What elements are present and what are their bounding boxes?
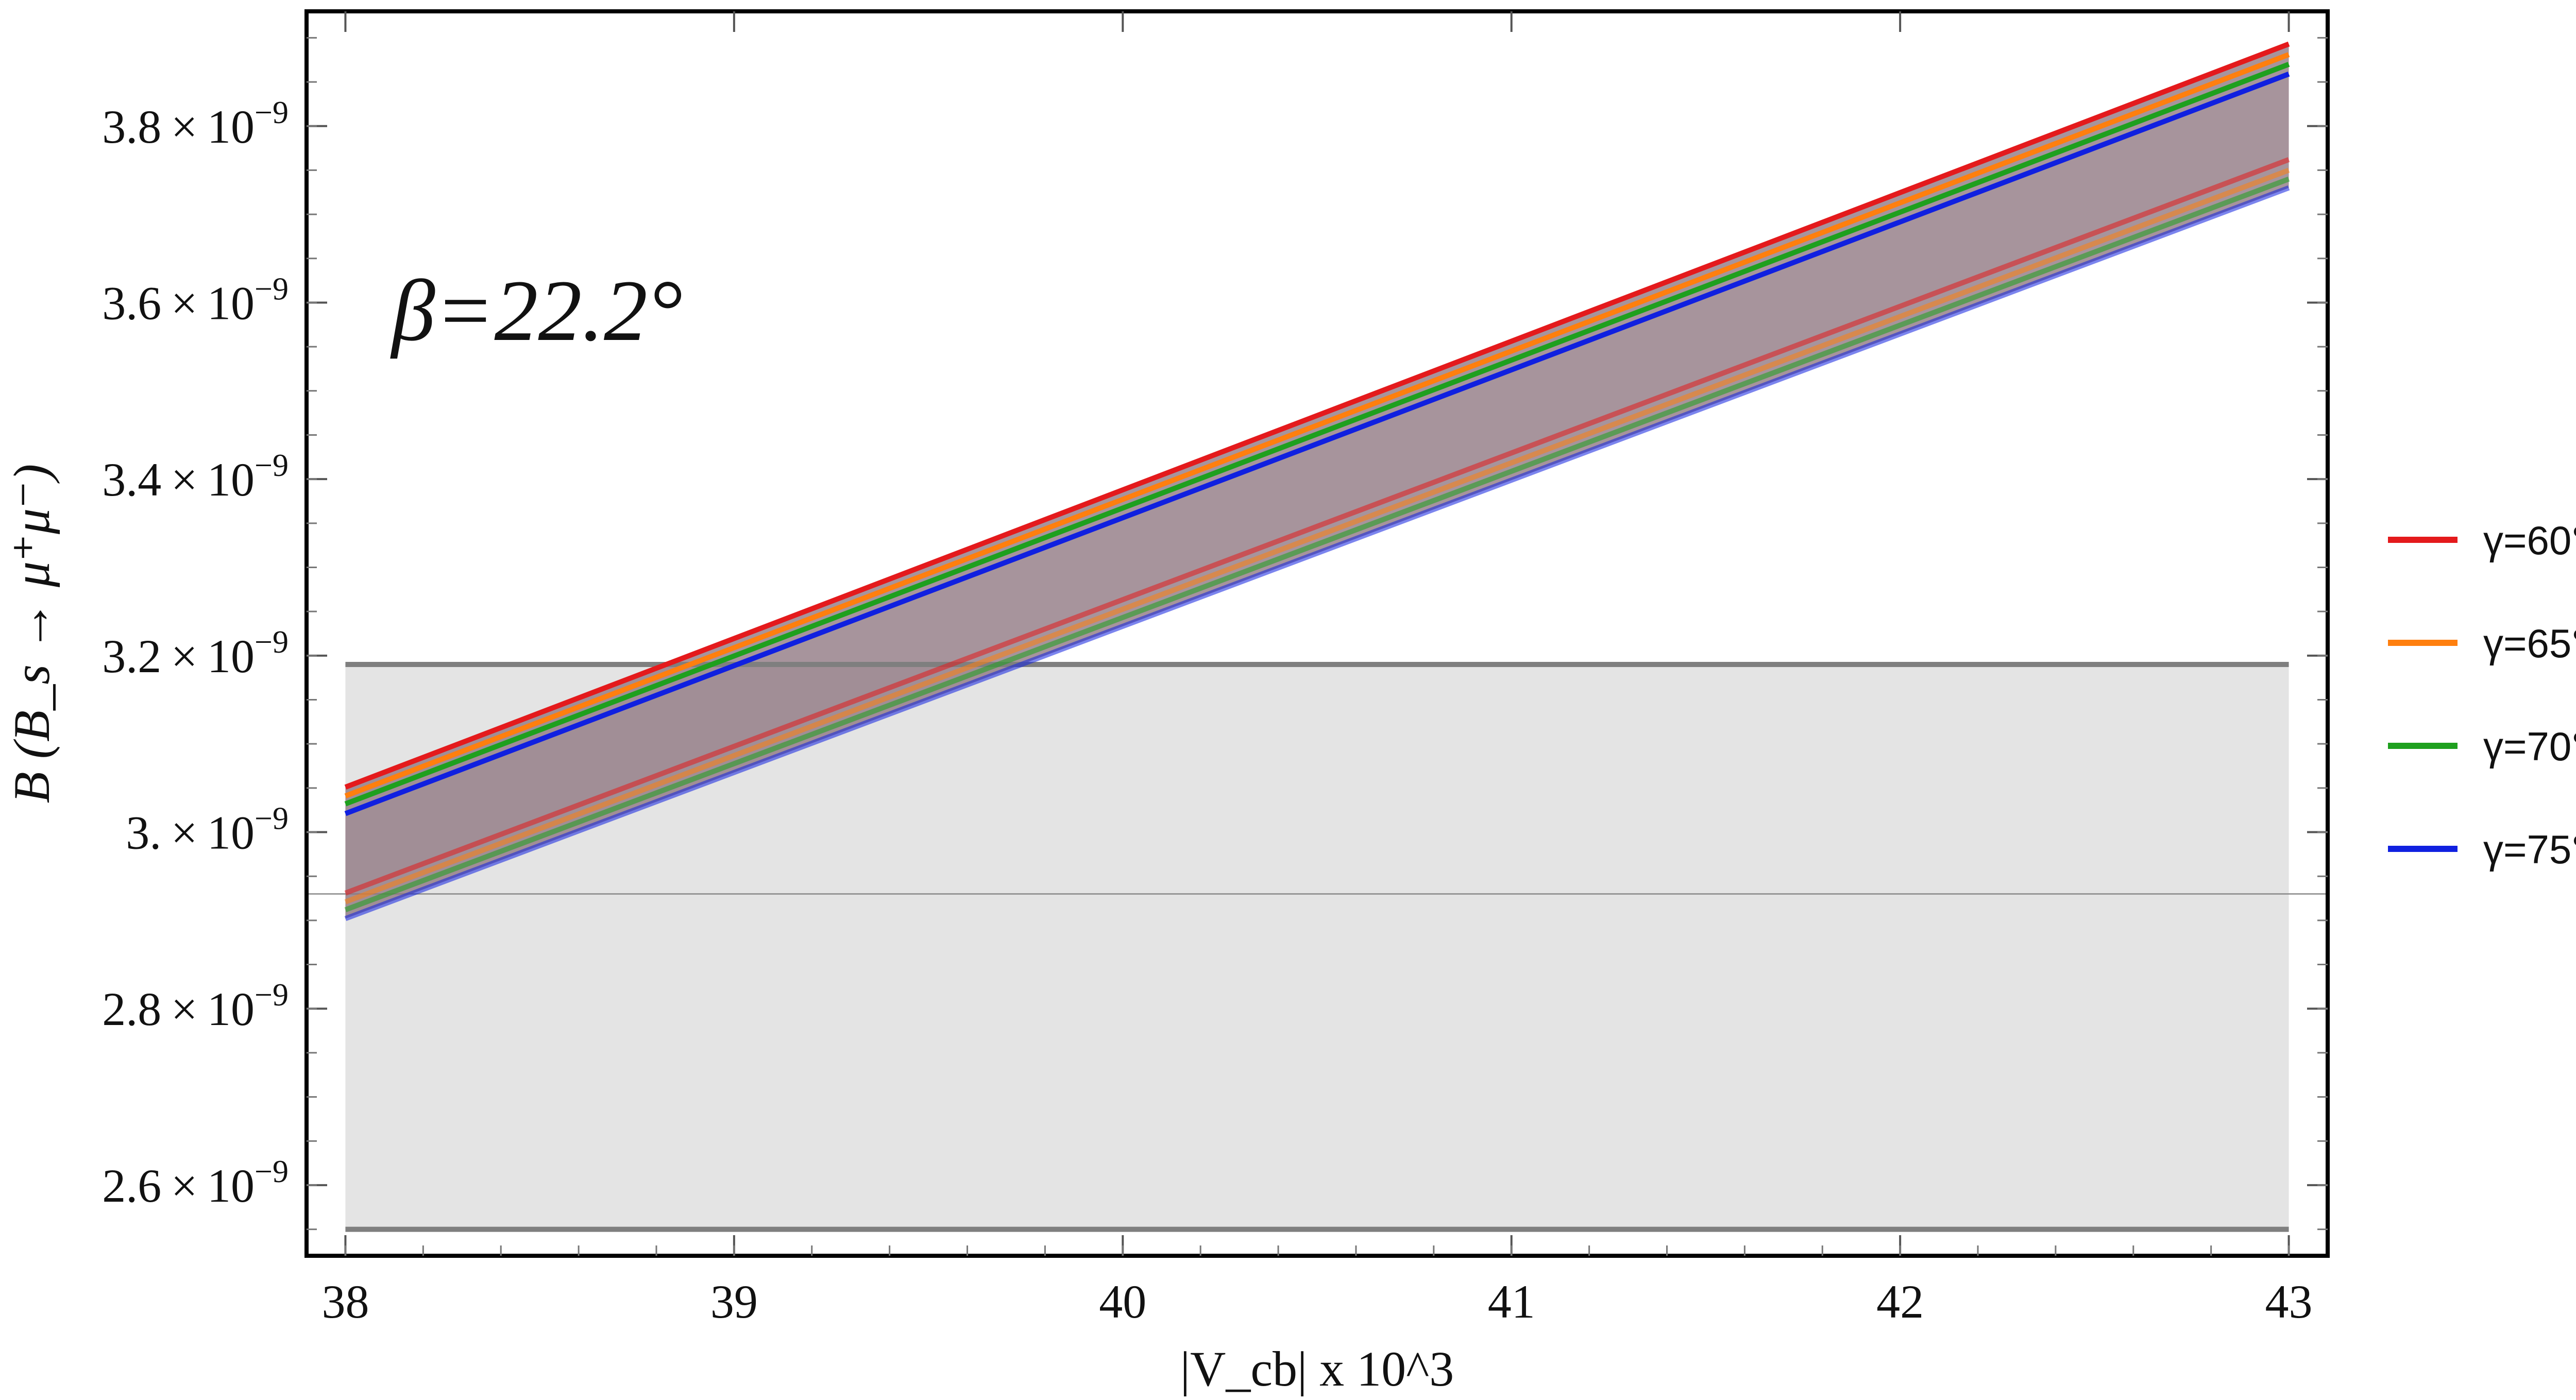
y-tick-label: 3.8 × 10−9 — [102, 95, 289, 153]
y-tick-label: 3.4 × 10−9 — [102, 448, 289, 506]
x-tick-label: 39 — [710, 1275, 758, 1328]
y-tick-label: 3. × 10−9 — [126, 801, 289, 859]
series-lower-line-0 — [344, 157, 2290, 896]
x-axis-label: |V_cb| x 10^3 — [1180, 1341, 1454, 1396]
y-tick-label: 2.6 × 10−9 — [102, 1154, 289, 1212]
theory-band — [345, 44, 2289, 919]
legend-label: γ=70° — [2483, 724, 2576, 769]
y-tick-label: 3.6 × 10−9 — [102, 271, 289, 329]
plot-frame — [304, 9, 2330, 1258]
legend-label: γ=60° — [2483, 518, 2576, 563]
x-tick-label: 41 — [1488, 1275, 1535, 1328]
y-axis-label: B (B_s → μ⁺μ⁻) — [3, 464, 60, 804]
series-lower-line-2 — [344, 176, 2290, 912]
y-tick-label: 2.8 × 10−9 — [102, 978, 289, 1035]
annotation-beta: β=22.2° — [390, 262, 683, 359]
y-tick-label: 3.2 × 10−9 — [102, 625, 289, 682]
x-tick-label: 40 — [1099, 1275, 1146, 1328]
x-tick-label: 38 — [321, 1275, 369, 1328]
x-tick-label: 42 — [1876, 1275, 1924, 1328]
x-tick-label: 43 — [2265, 1275, 2313, 1328]
legend-label: γ=65° — [2483, 621, 2576, 666]
series-upper-line-2 — [344, 62, 2290, 807]
legend-label: γ=75° — [2483, 827, 2576, 872]
series-upper-line-0 — [344, 41, 2290, 790]
series-upper-line-3 — [344, 71, 2290, 816]
series-lower-line-3 — [344, 185, 2290, 921]
series-upper-line-1 — [344, 52, 2290, 798]
series-lower-line-1 — [344, 167, 2290, 904]
